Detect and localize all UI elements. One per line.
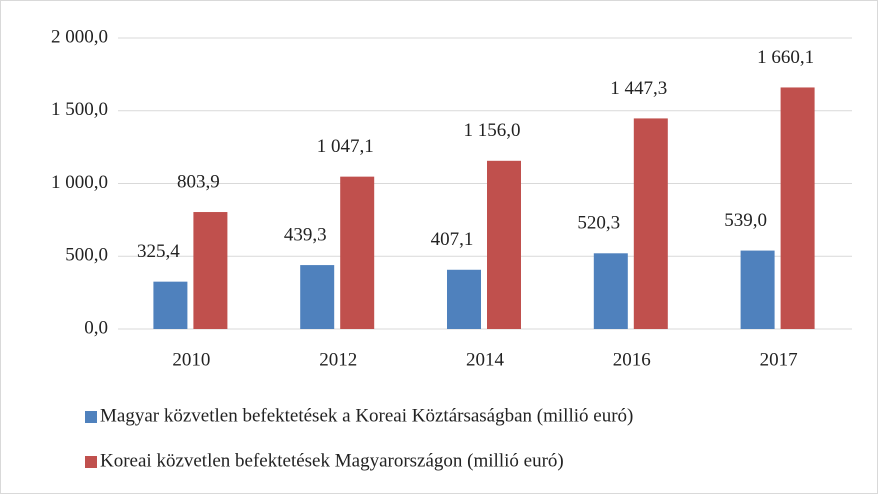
y-tick-label: 1 500,0 [51,99,108,120]
x-tick-label: 2016 [613,349,651,370]
data-label: 1 660,1 [757,47,814,68]
y-tick-label: 500,0 [65,245,108,266]
data-label: 539,0 [724,210,767,231]
bar [153,281,188,329]
data-label: 325,4 [137,241,180,262]
bar [300,265,335,329]
legend-swatch [85,411,97,423]
data-label: 1 156,0 [464,120,521,141]
legend-label: Koreai közvetlen befektetések Magyarorsz… [100,450,564,471]
y-tick-label: 2 000,0 [51,26,108,47]
y-tick-label: 0,0 [84,317,108,338]
data-label: 407,1 [431,229,474,250]
y-tick-label: 1 000,0 [51,172,108,193]
bar [447,269,481,329]
data-label: 803,9 [177,171,220,192]
x-tick-label: 2012 [319,349,357,370]
bar [740,250,775,329]
data-label: 520,3 [577,213,620,234]
bar [193,212,228,329]
data-label: 1 047,1 [317,136,374,157]
x-tick-label: 2017 [760,349,798,370]
legend-swatch [85,456,97,468]
bar [633,118,668,329]
bar [340,176,375,329]
bar [593,253,628,329]
data-label: 1 447,3 [610,78,667,99]
bar [487,160,521,329]
bar [780,87,815,330]
x-tick-label: 2014 [466,349,505,370]
data-label: 439,3 [284,224,327,245]
legend-label: Magyar közvetlen befektetések a Koreai K… [100,405,633,426]
x-tick-label: 2010 [172,349,210,370]
